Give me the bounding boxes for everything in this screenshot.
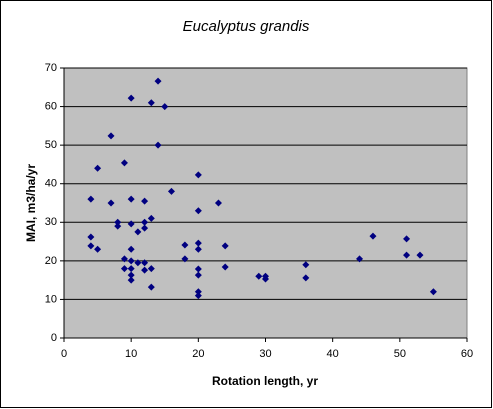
point	[141, 266, 149, 274]
point	[134, 228, 142, 236]
point	[221, 242, 229, 250]
point	[107, 132, 115, 140]
point	[161, 103, 169, 111]
point	[194, 271, 202, 279]
x-tick-label: 30	[259, 348, 271, 360]
point	[181, 241, 189, 249]
point	[302, 261, 310, 269]
y-tick-label: 40	[45, 178, 57, 190]
y-tick-label: 30	[45, 216, 57, 228]
x-tick-label: 10	[125, 348, 137, 360]
point	[194, 171, 202, 179]
point	[403, 251, 411, 259]
point	[194, 265, 202, 273]
point	[194, 245, 202, 253]
point	[147, 99, 155, 107]
x-tick-label: 0	[61, 348, 67, 360]
point	[429, 288, 437, 296]
point	[134, 259, 142, 267]
point	[147, 265, 155, 273]
point	[181, 255, 189, 263]
point	[302, 274, 310, 282]
point	[369, 232, 377, 240]
point	[127, 94, 135, 102]
point	[120, 159, 128, 167]
point	[221, 263, 229, 271]
point	[127, 257, 135, 265]
y-tick-label: 0	[51, 332, 57, 344]
point	[120, 255, 128, 263]
point	[127, 276, 135, 284]
point	[94, 245, 102, 253]
y-tick-label: 10	[45, 293, 57, 305]
point	[127, 195, 135, 203]
x-tick-label: 60	[461, 348, 473, 360]
chart-title: Eucalyptus grandis	[183, 18, 310, 35]
point	[87, 195, 95, 203]
x-tick-label: 50	[394, 348, 406, 360]
point	[194, 207, 202, 215]
point	[262, 275, 269, 283]
point	[87, 233, 95, 241]
plot-area	[63, 67, 468, 339]
x-tick-label: 20	[192, 348, 204, 360]
point	[141, 197, 149, 205]
point	[167, 187, 175, 195]
point	[403, 235, 411, 243]
point	[194, 288, 202, 296]
point	[147, 283, 155, 291]
point	[114, 218, 122, 226]
point	[127, 271, 135, 279]
y-tick-label: 60	[45, 100, 57, 112]
point	[356, 255, 364, 263]
point	[141, 259, 149, 267]
point	[194, 292, 202, 300]
x-axis-title: Rotation length, yr	[212, 374, 318, 388]
point	[154, 141, 162, 149]
point	[147, 214, 155, 222]
x-tick-label: 40	[327, 348, 339, 360]
point	[154, 77, 162, 85]
point	[107, 199, 115, 207]
point	[141, 218, 149, 226]
point	[120, 265, 128, 273]
y-tick-label: 20	[45, 255, 57, 267]
y-tick-label: 50	[45, 139, 57, 151]
point	[194, 239, 202, 247]
point	[87, 242, 95, 250]
point	[127, 265, 135, 273]
point	[127, 220, 135, 228]
point	[255, 272, 263, 280]
y-axis-title: MAI, m3/ha/yr	[24, 164, 38, 242]
point	[127, 245, 135, 253]
point	[214, 199, 222, 207]
point	[114, 222, 122, 230]
point	[94, 164, 102, 172]
point	[141, 224, 149, 232]
point	[416, 251, 424, 259]
y-tick-label: 70	[45, 62, 57, 74]
